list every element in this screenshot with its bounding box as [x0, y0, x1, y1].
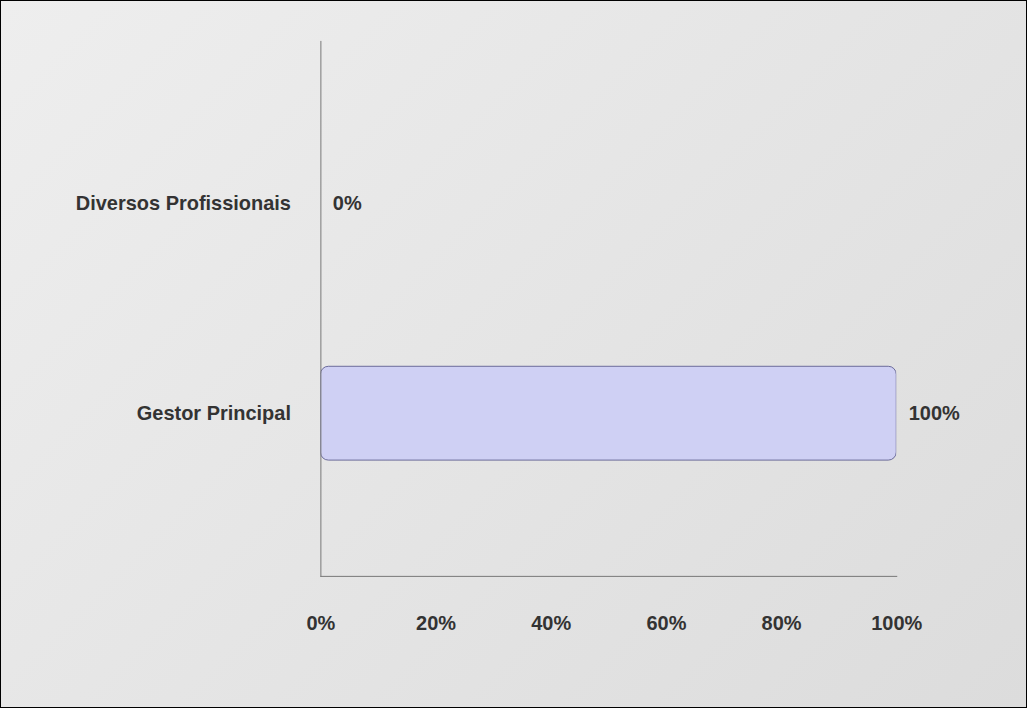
svg-text:100%: 100% — [871, 612, 922, 634]
svg-text:0%: 0% — [306, 612, 335, 634]
svg-text:Gestor Principal: Gestor Principal — [137, 402, 291, 424]
svg-text:20%: 20% — [416, 612, 456, 634]
svg-text:80%: 80% — [762, 612, 802, 634]
svg-text:60%: 60% — [646, 612, 686, 634]
svg-text:Diversos Profissionais: Diversos Profissionais — [76, 192, 291, 214]
svg-text:0%: 0% — [333, 192, 362, 214]
svg-text:100%: 100% — [909, 402, 960, 424]
svg-text:40%: 40% — [531, 612, 571, 634]
